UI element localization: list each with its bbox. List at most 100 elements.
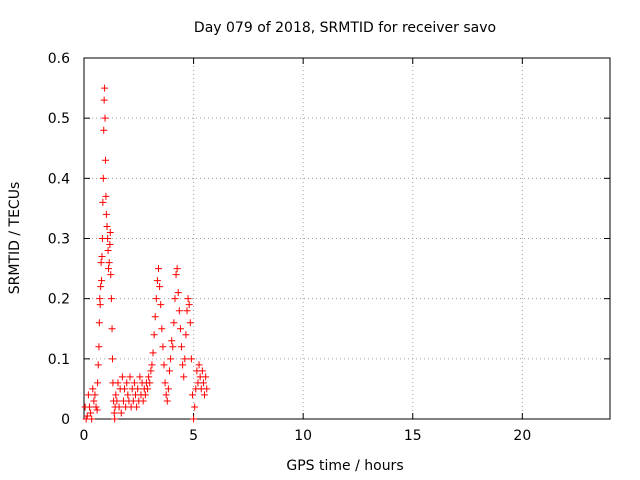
data-point xyxy=(173,265,181,273)
data-point xyxy=(160,361,168,369)
data-point xyxy=(83,412,91,420)
data-point xyxy=(201,391,209,399)
data-point xyxy=(159,343,167,351)
data-point xyxy=(178,343,186,351)
data-point xyxy=(152,295,160,303)
data-point xyxy=(117,409,125,417)
data-point xyxy=(102,210,110,218)
data-point xyxy=(108,355,116,363)
data-point xyxy=(102,192,110,200)
data-point xyxy=(172,271,180,279)
data-point xyxy=(111,415,119,423)
data-point xyxy=(158,325,166,333)
data-point xyxy=(93,406,101,414)
data-point xyxy=(130,379,138,387)
data-point xyxy=(198,367,206,375)
data-point xyxy=(105,265,113,273)
data-point xyxy=(115,403,123,411)
data-point xyxy=(118,373,126,381)
data-point xyxy=(124,391,132,399)
data-point xyxy=(100,126,108,134)
data-point xyxy=(169,343,177,351)
data-point xyxy=(136,373,144,381)
data-point xyxy=(153,277,161,285)
data-point xyxy=(101,84,109,92)
data-point xyxy=(94,379,102,387)
data-point xyxy=(163,397,171,405)
data-point xyxy=(165,367,173,375)
data-point xyxy=(95,319,103,327)
data-point xyxy=(181,355,189,363)
data-point xyxy=(203,385,211,393)
data-point xyxy=(96,295,104,303)
data-point xyxy=(84,391,92,399)
data-point xyxy=(162,391,170,399)
data-point xyxy=(179,361,187,369)
data-point xyxy=(121,385,129,393)
y-tick-label: 0.6 xyxy=(48,51,70,67)
data-point xyxy=(202,373,210,381)
data-point xyxy=(106,228,114,236)
data-point xyxy=(180,373,188,381)
data-point xyxy=(141,391,149,399)
data-point xyxy=(87,409,95,417)
data-point xyxy=(85,403,93,411)
data-point xyxy=(190,415,198,423)
data-point xyxy=(126,373,134,381)
data-point xyxy=(98,253,106,261)
data-point xyxy=(149,349,157,357)
data-point xyxy=(97,259,105,267)
data-point xyxy=(88,415,96,423)
data-point xyxy=(101,114,109,122)
y-tick-label: 0.2 xyxy=(48,292,70,308)
data-point xyxy=(199,379,207,387)
data-point xyxy=(123,379,131,387)
data-point xyxy=(147,367,155,375)
data-point xyxy=(155,265,163,273)
data-point xyxy=(174,289,182,297)
data-point xyxy=(134,385,142,393)
y-axis-label: SRMTID / TECUs xyxy=(7,182,23,295)
data-point xyxy=(139,397,147,405)
chart-title: Day 079 of 2018, SRMTID for receiver sav… xyxy=(194,20,496,36)
y-tick-label: 0.4 xyxy=(48,171,70,187)
y-tick-label: 0.3 xyxy=(48,232,70,248)
data-point xyxy=(110,409,118,417)
data-point xyxy=(151,313,159,321)
data-point xyxy=(103,222,111,230)
data-point xyxy=(106,241,114,249)
data-point xyxy=(113,397,121,405)
y-tick-label: 0.1 xyxy=(48,352,70,368)
x-tick-label: 15 xyxy=(404,428,422,444)
x-tick-label: 5 xyxy=(189,428,198,444)
data-point xyxy=(95,343,103,351)
data-points xyxy=(81,84,211,423)
data-point xyxy=(167,355,175,363)
data-point xyxy=(161,379,169,387)
data-point xyxy=(97,283,105,291)
x-tick-label: 0 xyxy=(80,428,89,444)
data-point xyxy=(145,373,153,381)
y-tick-label: 0.5 xyxy=(48,111,70,127)
data-point xyxy=(96,301,104,309)
data-point xyxy=(100,96,108,104)
data-point xyxy=(148,361,156,369)
data-point xyxy=(133,403,141,411)
data-point xyxy=(188,391,196,399)
data-point xyxy=(156,283,164,291)
data-point xyxy=(185,301,193,309)
data-point xyxy=(171,295,179,303)
data-point xyxy=(187,355,195,363)
data-point xyxy=(170,319,178,327)
data-point xyxy=(92,403,100,411)
data-point xyxy=(107,295,115,303)
data-point xyxy=(104,247,112,255)
data-point xyxy=(89,385,97,393)
x-axis-label: GPS time / hours xyxy=(286,458,403,474)
data-point xyxy=(144,385,152,393)
data-point xyxy=(186,319,194,327)
data-point xyxy=(191,403,199,411)
data-point xyxy=(99,174,107,182)
data-point xyxy=(94,361,102,369)
